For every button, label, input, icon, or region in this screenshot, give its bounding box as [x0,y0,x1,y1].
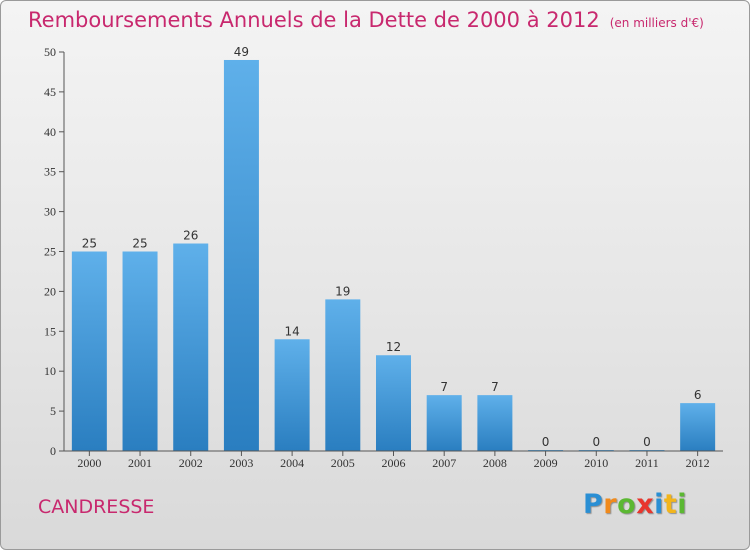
bar [477,395,513,451]
bar [173,243,209,451]
chart-title: Remboursements Annuels de la Dette de 20… [28,8,704,32]
bar [223,59,259,451]
bar [376,355,411,451]
x-tick-label: 2009 [534,456,558,470]
logo-letter: i [654,489,664,520]
x-tick-label: 2007 [432,456,456,470]
bar-value-label: 7 [440,380,448,394]
bar-value-label: 49 [234,45,249,59]
bar-value-label: 25 [132,237,147,251]
x-tick-label: 2000 [77,456,101,470]
x-tick-label: 2004 [280,456,304,470]
bars: 25 25 26 49 14 19 12 7 7 0 0 0 6 [71,45,716,451]
bar [325,299,361,451]
y-tick-label: 25 [44,245,56,259]
x-axis: 2000 2001 2002 2003 2004 2005 2006 2007 2008 2009… [64,450,723,470]
y-axis: 0 5 10 15 20 25 30 35 40 45 50 [44,45,65,458]
y-tick-label: 15 [44,324,56,338]
x-tick-label: 2003 [229,456,253,470]
logo-letter: t [663,489,678,520]
commune-name: CANDRESSE [38,496,155,518]
logo-letter: x [636,489,655,520]
x-tick-label: 2010 [584,456,608,470]
x-tick-label: 2005 [331,456,355,470]
y-tick-label: 35 [44,165,56,179]
y-tick-label: 10 [44,364,56,378]
bar [680,403,716,451]
bar-value-label: 0 [542,435,550,449]
logo-letter: P [583,489,604,520]
bar-value-label: 0 [643,435,651,449]
bar [71,251,107,451]
y-tick-label: 50 [44,45,56,59]
x-tick-label: 2001 [128,456,152,470]
bar-value-label: 19 [335,284,350,298]
x-tick-label: 2006 [382,456,406,470]
bar [426,395,462,451]
y-tick-label: 0 [50,444,56,458]
y-tick-label: 45 [44,85,56,99]
logo-letter: i [677,489,688,520]
bar-value-label: 7 [491,380,499,394]
x-tick-label: 2008 [483,456,507,470]
bar [274,339,310,451]
logo-letter: r [603,489,618,520]
bar-value-label: 6 [694,388,702,402]
bar-value-label: 25 [82,237,97,251]
bar-value-label: 14 [284,324,299,338]
y-tick-label: 40 [44,125,56,139]
bar-value-label: 26 [183,229,198,243]
bar-value-label: 0 [592,435,600,449]
logo-letter: o [617,489,637,520]
y-tick-label: 20 [44,284,56,298]
x-tick-label: 2012 [686,456,710,470]
bar-value-label: 12 [386,340,401,354]
proxiti-logo: Proxiti [583,489,687,520]
y-tick-label: 30 [44,205,56,219]
x-tick-label: 2002 [179,456,203,470]
x-tick-label: 2011 [635,456,659,470]
chart-title-main: Remboursements Annuels de la Dette de 20… [28,8,600,32]
y-tick-label: 5 [50,404,56,418]
bar [122,251,158,451]
chart-title-unit: (en milliers d'€) [609,16,704,30]
